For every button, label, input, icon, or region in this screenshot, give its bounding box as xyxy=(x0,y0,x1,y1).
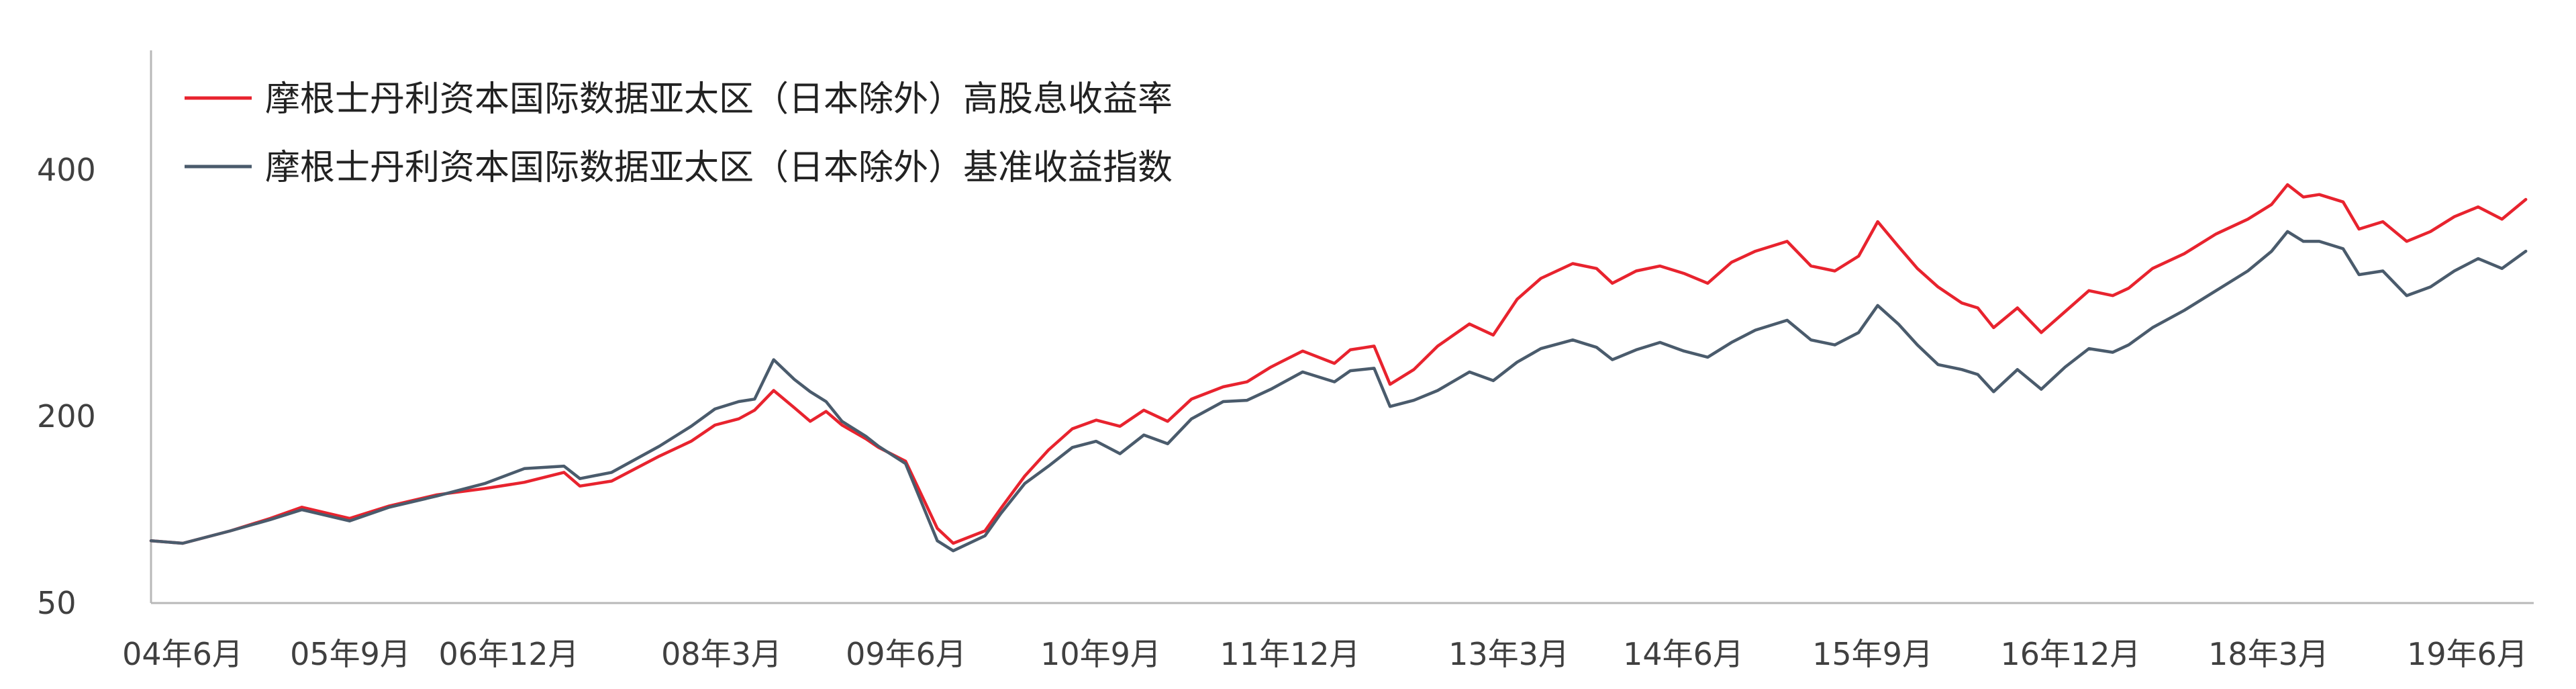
legend-label: 摩根士丹利资本国际数据亚太区（日本除外）高股息收益率 xyxy=(265,79,1173,120)
x-tick-label: 16年12月 xyxy=(2000,636,2140,672)
y-tick-labels: 50 200 400 xyxy=(37,152,96,621)
x-tick-label: 19年6月 xyxy=(2407,636,2528,672)
y-tick-label: 200 xyxy=(37,398,96,434)
x-tick-label: 09年6月 xyxy=(846,636,967,672)
series-lines xyxy=(149,183,2528,553)
x-tick-label: 06年12月 xyxy=(438,636,579,672)
x-tick-label: 15年9月 xyxy=(1812,636,1933,672)
x-tick-label: 08年3月 xyxy=(661,636,782,672)
chart-axes xyxy=(150,50,2534,604)
x-tick-labels: 04年6月 05年9月 06年12月 08年3月 09年6月 10年9月 11年12月 13年… xyxy=(122,636,2528,672)
x-tick-label: 11年12月 xyxy=(1220,636,1360,672)
x-tick-label: 10年9月 xyxy=(1040,636,1161,672)
legend: 摩根士丹利资本国际数据亚太区（日本除外）高股息收益率摩根士丹利资本国际数据亚太区… xyxy=(185,79,1173,188)
series-line-benchmark xyxy=(149,230,2528,553)
x-tick-label: 14年6月 xyxy=(1623,636,1744,672)
x-tick-label: 05年9月 xyxy=(290,636,411,672)
x-tick-label: 13年3月 xyxy=(1448,636,1569,672)
series-line-high-dividend xyxy=(149,183,2528,545)
y-tick-label: 50 xyxy=(37,585,77,621)
y-tick-label: 400 xyxy=(37,152,96,188)
x-tick-label: 18年3月 xyxy=(2208,636,2329,672)
x-tick-label: 04年6月 xyxy=(122,636,243,672)
legend-label: 摩根士丹利资本国际数据亚太区（日本除外）基准收益指数 xyxy=(265,148,1173,188)
